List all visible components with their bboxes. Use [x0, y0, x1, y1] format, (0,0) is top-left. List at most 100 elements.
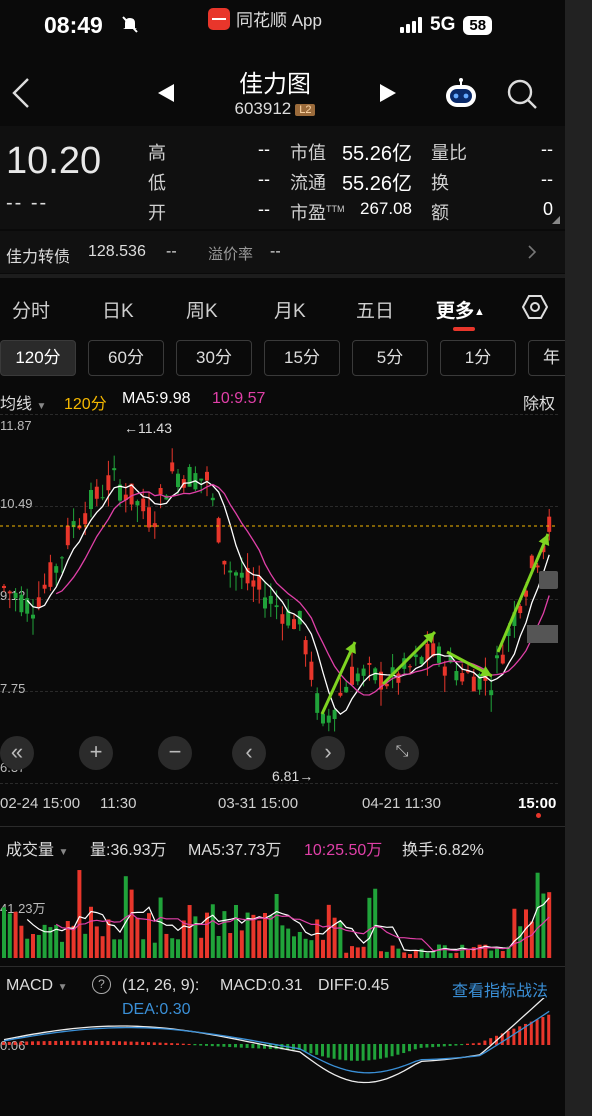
macd-histogram-bar [367, 1044, 371, 1061]
ma10-line [55, 483, 550, 696]
volume-bar [239, 930, 244, 958]
macd-histogram-bar [176, 1043, 179, 1045]
candle-body [303, 640, 308, 655]
tab-more[interactable]: 更多▲ [436, 301, 485, 322]
trend-arrow-head [345, 642, 356, 654]
tab-weekly-k[interactable]: 周K [186, 301, 218, 322]
volume-bar [315, 919, 320, 958]
search-icon[interactable] [505, 77, 539, 111]
macd-histogram-bar [152, 1042, 156, 1045]
battery-level: 58 [463, 15, 493, 35]
macd-histogram-bar [524, 1023, 527, 1045]
candle-body [2, 585, 6, 589]
volume-ma10: 10:25.50万 [304, 842, 383, 859]
volume-selector[interactable]: 成交量 ▼ [6, 842, 69, 859]
macd-selector[interactable]: MACD ▼ [6, 977, 68, 994]
zoom-in-icon[interactable]: + [79, 736, 113, 770]
ai-robot-icon[interactable] [443, 78, 479, 110]
chart-settings-icon[interactable] [522, 294, 548, 320]
help-icon[interactable]: ? [92, 975, 111, 994]
candle-body [541, 545, 546, 553]
next-stock-icon[interactable] [380, 84, 396, 102]
convertible-bond-row[interactable] [0, 231, 565, 273]
y-label-3: 9.12 [0, 588, 26, 603]
macd-histogram-bar [65, 1040, 69, 1045]
macd-histogram-bar [471, 1043, 475, 1045]
volume-bar [54, 924, 59, 958]
indicator-selector[interactable]: 均线 ▼ [0, 396, 47, 413]
candle-body [489, 690, 494, 696]
macd-histogram-bar [239, 1044, 243, 1048]
ma10-value: 10:9.57 [212, 390, 266, 407]
macd-histogram-bar [187, 1043, 191, 1045]
candle-body [25, 598, 30, 614]
volume-bar [268, 915, 273, 958]
candle-body [83, 513, 88, 525]
candle-body [500, 654, 505, 664]
ma5-value: MA5:9.98 [122, 390, 191, 407]
indicator-strategy-link[interactable]: 查看指标战法 [452, 983, 549, 1000]
volume-bar [338, 921, 343, 958]
dea-value: DEA:0.30 [122, 1001, 191, 1018]
scroll-left-icon[interactable]: ‹ [232, 736, 266, 770]
ex-rights-toggle[interactable]: 除权 [523, 396, 556, 413]
candle-body [274, 605, 279, 608]
volume-bar [321, 939, 325, 958]
period-60min[interactable]: 60分 [88, 340, 164, 376]
separator [0, 966, 565, 967]
volume-bar [106, 919, 111, 958]
volume-bar [147, 913, 151, 958]
float-cap-label: 流通 [290, 173, 326, 193]
volume-bar [419, 948, 424, 958]
low-annotation: 6.81→ [272, 768, 314, 784]
candle-body [7, 591, 12, 594]
candle-body [13, 592, 18, 599]
tab-daily-k[interactable]: 日K [102, 301, 134, 322]
tab-intraday[interactable]: 分时 [12, 301, 51, 322]
scroll-right-icon[interactable]: › [311, 736, 345, 770]
dropdown-icon: ▼ [36, 401, 47, 412]
volume-bar [483, 944, 488, 958]
volume-bar [13, 911, 18, 958]
macd-histogram-bar [251, 1044, 255, 1049]
chart-marker-box [527, 625, 558, 643]
macd-chart[interactable] [0, 998, 565, 1102]
volume-bar [541, 893, 546, 958]
rewind-icon[interactable]: « [0, 736, 34, 770]
macd-histogram-bar [535, 1019, 539, 1045]
volume-bar [176, 939, 180, 958]
back-icon[interactable] [10, 76, 32, 110]
volume-bar [222, 911, 227, 958]
candle-body [448, 656, 453, 663]
volume-chart[interactable] [0, 858, 565, 958]
period-30min[interactable]: 30分 [176, 340, 252, 376]
macd-histogram-bar [280, 1044, 284, 1050]
x-label-4: 04-21 11:30 [362, 795, 441, 812]
ma-period: 120分 [64, 396, 107, 413]
candle-body [466, 670, 470, 673]
macd-histogram-bar [518, 1026, 522, 1045]
zoom-out-icon[interactable]: − [158, 736, 192, 770]
volume-bar [158, 897, 163, 958]
volume-bar [303, 938, 308, 958]
tab-five-day[interactable]: 五日 [356, 301, 395, 322]
macd-histogram-bar [396, 1044, 400, 1055]
fullscreen-icon[interactable]: ⤡ [385, 736, 419, 770]
volume-bar [100, 936, 105, 958]
tab-monthly-k[interactable]: 月K [274, 301, 306, 322]
macd-histogram-bar [292, 1044, 295, 1050]
volume-bar [489, 950, 494, 958]
volume-bar [257, 920, 262, 958]
bond-change: -- [166, 243, 177, 260]
kline-chart[interactable]: 11.87 10.49 9.12 7.75 6.37 ←11.43 6.81→ [0, 414, 565, 784]
volume-bar [454, 952, 459, 958]
period-1min[interactable]: 1分 [440, 340, 516, 376]
prev-stock-icon[interactable] [158, 84, 174, 102]
period-year[interactable]: 年 [528, 340, 565, 376]
candle-body [123, 494, 128, 501]
period-15min[interactable]: 15分 [264, 340, 340, 376]
macd-histogram-bar [210, 1044, 214, 1047]
volume-bar [379, 951, 383, 958]
period-5min[interactable]: 5分 [352, 340, 428, 376]
period-120min[interactable]: 120分 [0, 340, 76, 376]
